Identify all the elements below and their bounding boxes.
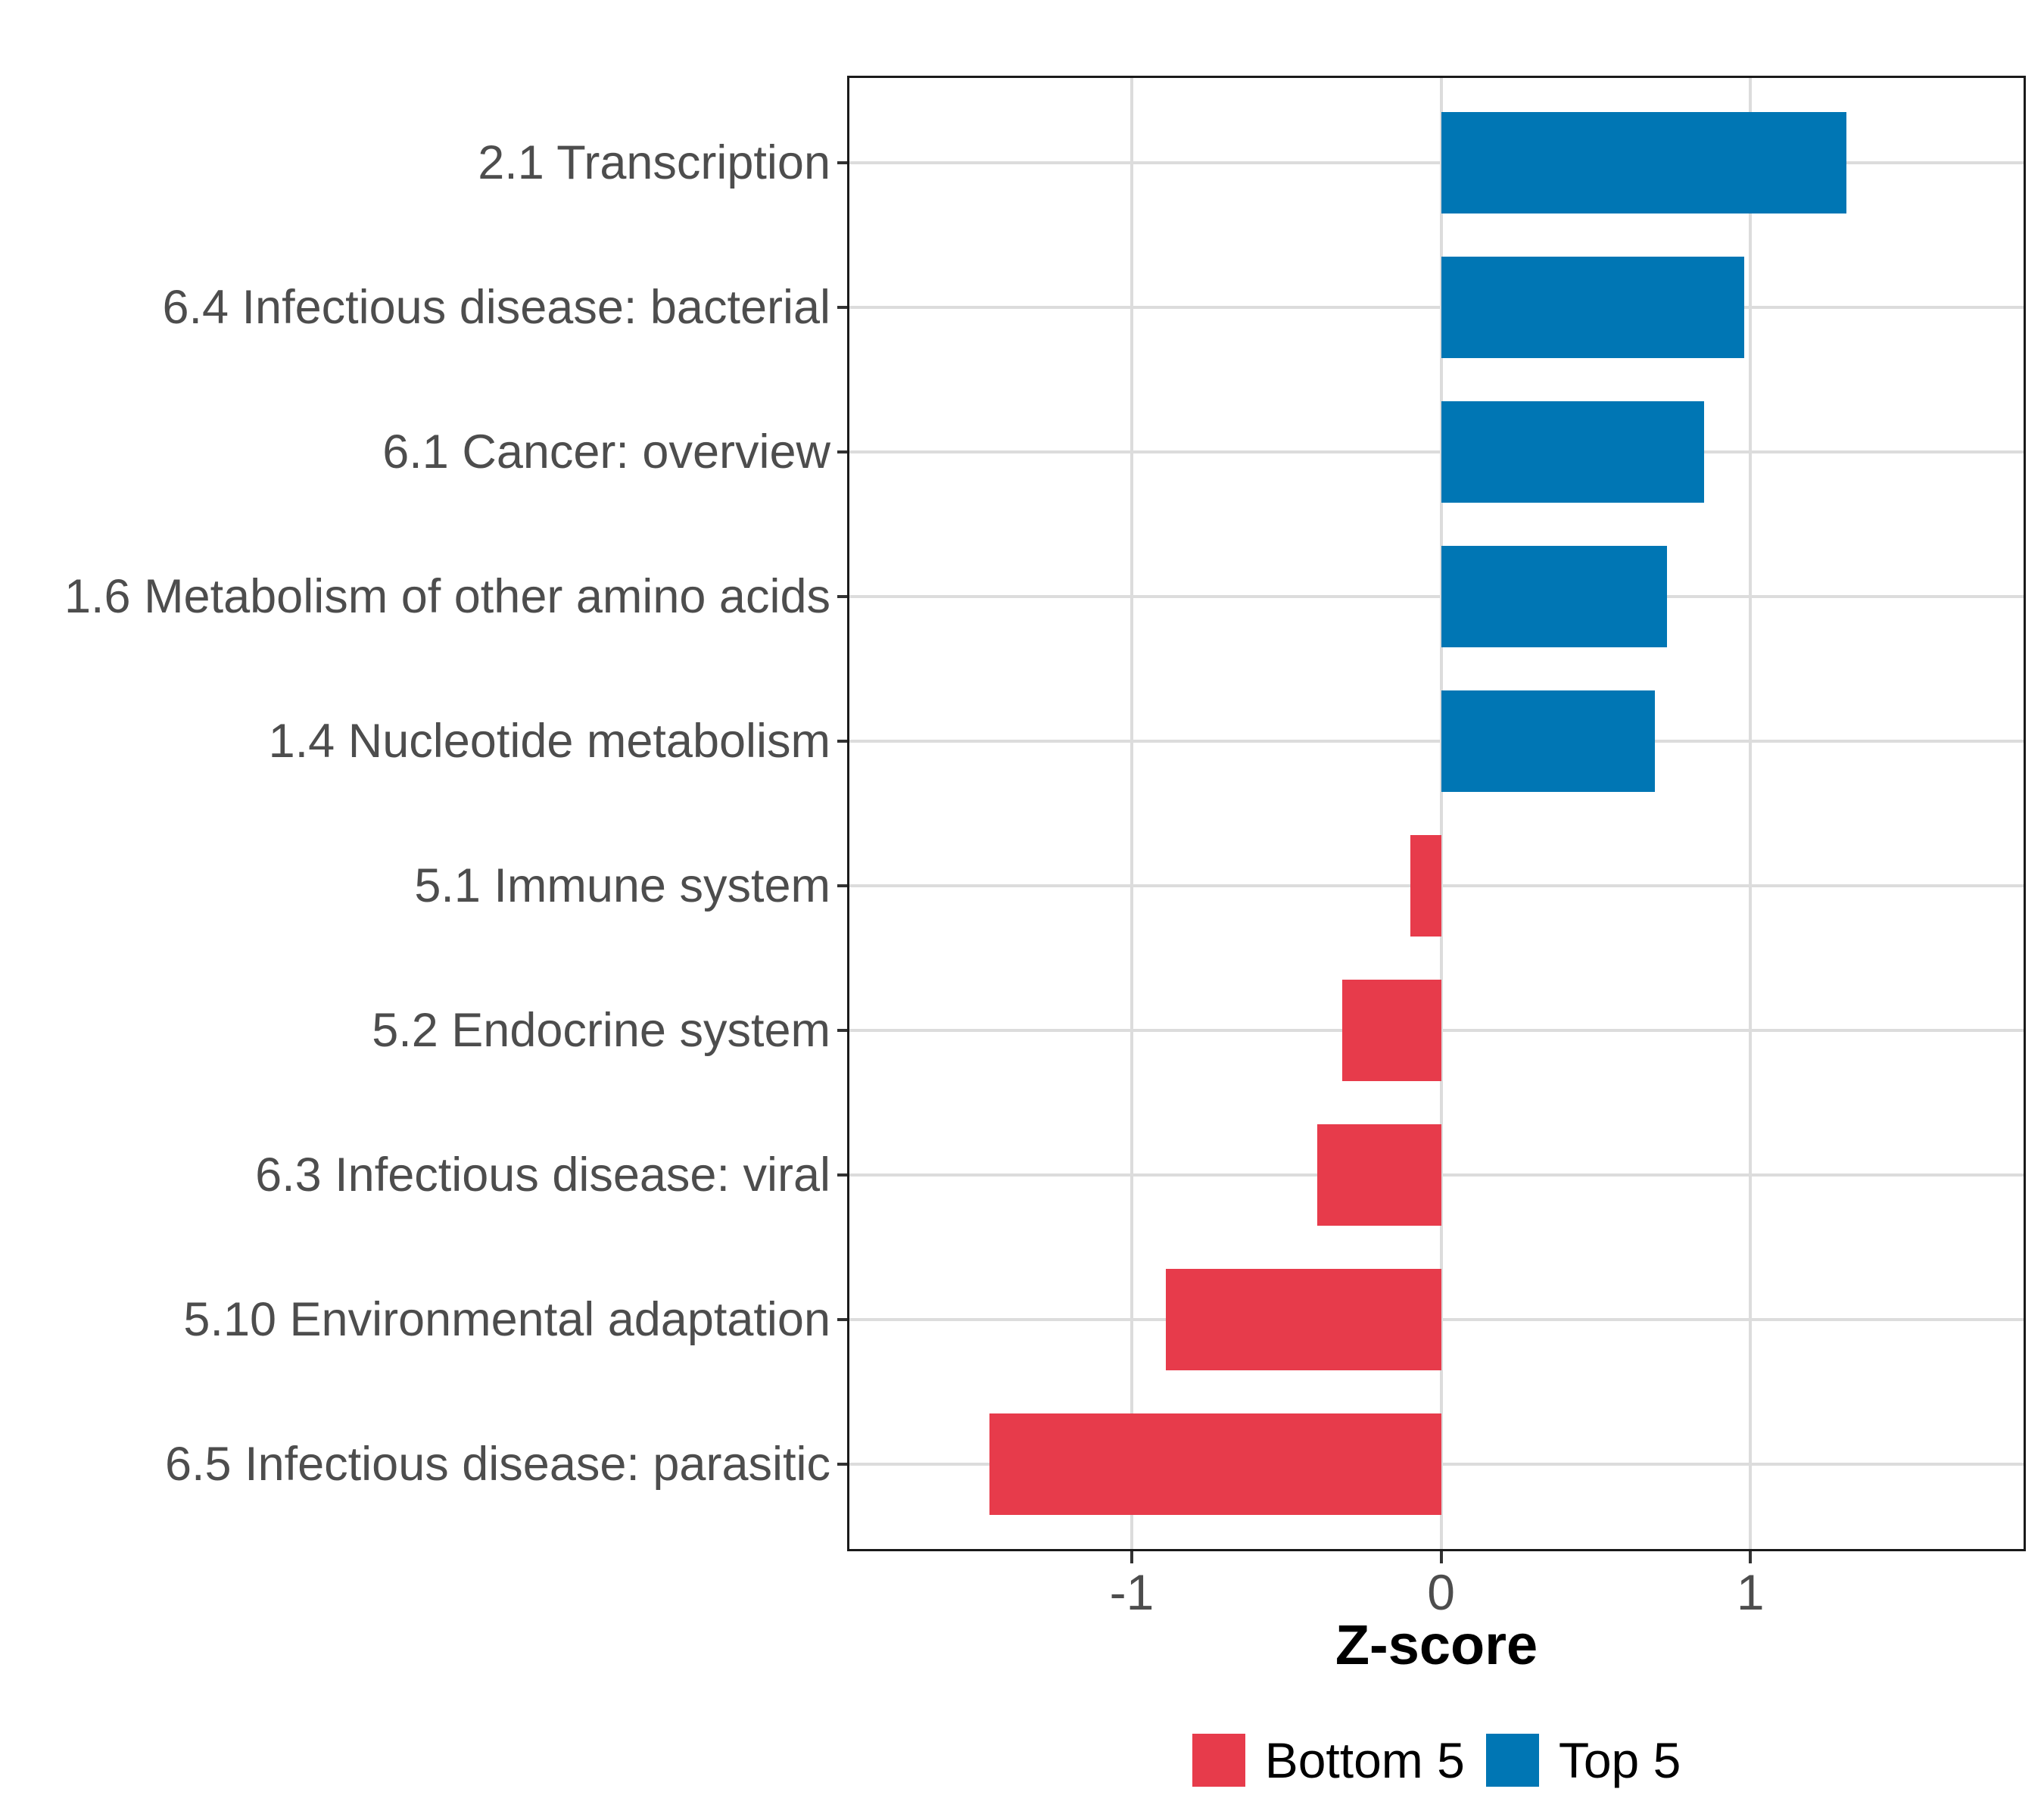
y-axis-tick bbox=[837, 1029, 847, 1033]
x-tick-label: 1 bbox=[1736, 1564, 1765, 1620]
category-label: 1.6 Metabolism of other amino acids bbox=[64, 569, 830, 623]
gridline-horizontal bbox=[847, 594, 2026, 598]
y-axis-tick bbox=[837, 305, 847, 309]
gridline-horizontal bbox=[847, 739, 2026, 743]
bar-negative bbox=[1317, 1124, 1441, 1226]
legend-swatch-top5 bbox=[1485, 1734, 1539, 1787]
x-tick-label: 0 bbox=[1427, 1564, 1455, 1620]
category-label: 6.3 Infectious disease: viral bbox=[255, 1148, 830, 1202]
x-axis-tick bbox=[1749, 1551, 1753, 1563]
category-label: 5.10 Environmental adaptation bbox=[183, 1293, 830, 1347]
gridline-horizontal bbox=[847, 450, 2026, 453]
gridline-horizontal bbox=[847, 305, 2026, 309]
y-axis-tick bbox=[837, 1173, 847, 1177]
bar-positive bbox=[1441, 690, 1655, 792]
y-axis-tick bbox=[837, 594, 847, 598]
category-label: 5.1 Immune system bbox=[414, 859, 830, 913]
bar-negative bbox=[1341, 980, 1441, 1081]
bar-negative bbox=[1410, 835, 1441, 937]
y-axis-tick bbox=[837, 1318, 847, 1322]
x-axis-tick bbox=[1439, 1551, 1443, 1563]
x-axis-tick bbox=[1129, 1551, 1133, 1563]
category-label: 1.4 Nucleotide metabolism bbox=[268, 714, 830, 768]
gridline-vertical bbox=[1129, 76, 1133, 1551]
x-axis-title: Z-score bbox=[1335, 1613, 1538, 1676]
category-label: 6.4 Infectious disease: bacterial bbox=[162, 280, 830, 334]
legend: Bottom 5 Top 5 bbox=[847, 1730, 2026, 1791]
legend-item-bottom5: Bottom 5 bbox=[1192, 1731, 1465, 1789]
x-tick-label: -1 bbox=[1109, 1564, 1154, 1620]
legend-swatch-bottom5 bbox=[1192, 1734, 1245, 1787]
bar-positive bbox=[1441, 256, 1745, 358]
gridline-vertical bbox=[1439, 76, 1443, 1551]
legend-item-top5: Top 5 bbox=[1485, 1731, 1681, 1789]
y-axis-tick bbox=[837, 161, 847, 164]
category-label: 5.2 Endocrine system bbox=[372, 1004, 830, 1058]
bar-positive bbox=[1441, 546, 1667, 647]
category-label: 6.1 Cancer: overview bbox=[382, 425, 830, 478]
gridline-vertical bbox=[1749, 76, 1753, 1551]
gridline-horizontal bbox=[847, 161, 2026, 164]
y-axis-tick bbox=[837, 1463, 847, 1466]
y-axis-tick bbox=[837, 884, 847, 888]
bar-positive bbox=[1441, 111, 1846, 213]
category-label: 2.1 Transcription bbox=[478, 136, 830, 189]
legend-label-top5: Top 5 bbox=[1558, 1732, 1681, 1788]
y-axis-tick bbox=[837, 450, 847, 453]
category-label: 6.5 Infectious disease: parasitic bbox=[165, 1438, 830, 1491]
bar-negative bbox=[1165, 1269, 1441, 1371]
bar-negative bbox=[989, 1413, 1441, 1516]
y-axis-tick bbox=[837, 739, 847, 743]
legend-label-bottom5: Bottom 5 bbox=[1264, 1732, 1465, 1788]
bar-positive bbox=[1441, 400, 1704, 503]
